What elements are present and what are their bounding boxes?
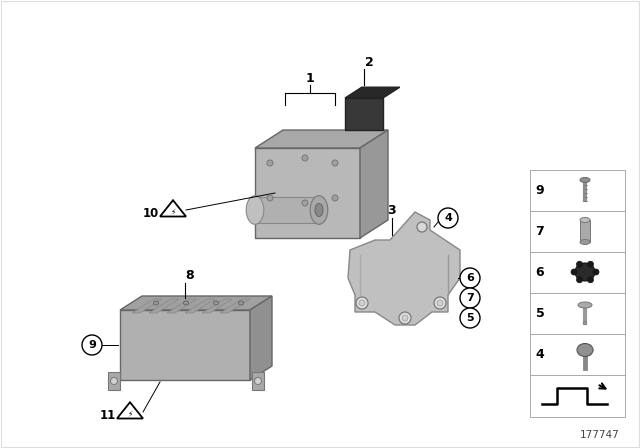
Ellipse shape	[332, 195, 338, 201]
Polygon shape	[149, 299, 179, 313]
Ellipse shape	[580, 177, 590, 182]
Bar	[530, 252, 625, 293]
Ellipse shape	[315, 203, 323, 216]
Ellipse shape	[302, 200, 308, 206]
Ellipse shape	[580, 217, 590, 223]
Circle shape	[460, 308, 480, 328]
Polygon shape	[345, 87, 400, 98]
Polygon shape	[120, 296, 272, 310]
Polygon shape	[255, 148, 360, 238]
Polygon shape	[255, 130, 388, 148]
Polygon shape	[252, 372, 264, 390]
Circle shape	[438, 208, 458, 228]
Text: 4: 4	[444, 213, 452, 223]
Polygon shape	[120, 310, 250, 380]
Polygon shape	[132, 299, 162, 313]
Text: 2: 2	[365, 56, 373, 69]
Bar	[530, 170, 625, 211]
Text: 1: 1	[306, 72, 314, 85]
Ellipse shape	[267, 195, 273, 201]
Polygon shape	[160, 200, 186, 216]
Ellipse shape	[434, 297, 446, 309]
Text: 3: 3	[388, 203, 396, 216]
Text: 7: 7	[466, 293, 474, 303]
Ellipse shape	[246, 196, 264, 224]
Circle shape	[82, 335, 102, 355]
Ellipse shape	[584, 322, 586, 324]
Polygon shape	[185, 299, 215, 313]
Ellipse shape	[588, 277, 593, 283]
Ellipse shape	[359, 300, 365, 306]
Polygon shape	[220, 299, 250, 313]
Ellipse shape	[578, 302, 592, 308]
Ellipse shape	[310, 196, 328, 224]
Ellipse shape	[332, 160, 338, 166]
Circle shape	[460, 288, 480, 308]
Ellipse shape	[588, 261, 593, 267]
Text: 177747: 177747	[580, 430, 620, 440]
Ellipse shape	[267, 160, 273, 166]
Ellipse shape	[577, 344, 593, 357]
Text: 4: 4	[536, 348, 545, 361]
Bar	[530, 334, 625, 375]
Polygon shape	[255, 197, 319, 223]
Text: 8: 8	[186, 268, 195, 281]
Ellipse shape	[255, 378, 262, 384]
Text: 11: 11	[100, 409, 116, 422]
Ellipse shape	[302, 155, 308, 161]
Text: ⚡: ⚡	[127, 409, 132, 418]
Ellipse shape	[111, 378, 118, 384]
Polygon shape	[360, 130, 388, 238]
Ellipse shape	[154, 301, 159, 305]
Polygon shape	[348, 212, 460, 325]
Bar	[530, 293, 625, 334]
Ellipse shape	[214, 301, 218, 305]
Ellipse shape	[356, 297, 368, 309]
Text: 5: 5	[536, 306, 545, 319]
Text: 5: 5	[466, 313, 474, 323]
Polygon shape	[117, 402, 143, 418]
Text: 6: 6	[536, 266, 544, 279]
Circle shape	[460, 268, 480, 288]
Ellipse shape	[575, 263, 595, 281]
Text: 10: 10	[143, 207, 159, 220]
Ellipse shape	[399, 312, 411, 324]
Text: 7: 7	[536, 224, 545, 237]
Bar	[530, 211, 625, 252]
Polygon shape	[108, 372, 120, 390]
Ellipse shape	[593, 269, 599, 275]
Ellipse shape	[184, 301, 189, 305]
Ellipse shape	[580, 240, 590, 245]
Bar	[530, 375, 625, 417]
Polygon shape	[345, 98, 383, 130]
Ellipse shape	[417, 222, 427, 232]
Ellipse shape	[577, 261, 582, 267]
Ellipse shape	[577, 277, 582, 283]
Bar	[580, 220, 590, 242]
Ellipse shape	[402, 315, 408, 321]
Text: 9: 9	[536, 184, 544, 197]
Text: ⚡: ⚡	[170, 207, 176, 216]
Polygon shape	[202, 299, 232, 313]
Ellipse shape	[571, 269, 577, 275]
Ellipse shape	[437, 300, 443, 306]
Polygon shape	[250, 296, 272, 380]
Text: 9: 9	[88, 340, 96, 350]
Polygon shape	[167, 299, 197, 313]
Ellipse shape	[239, 301, 243, 305]
Text: 6: 6	[466, 273, 474, 283]
